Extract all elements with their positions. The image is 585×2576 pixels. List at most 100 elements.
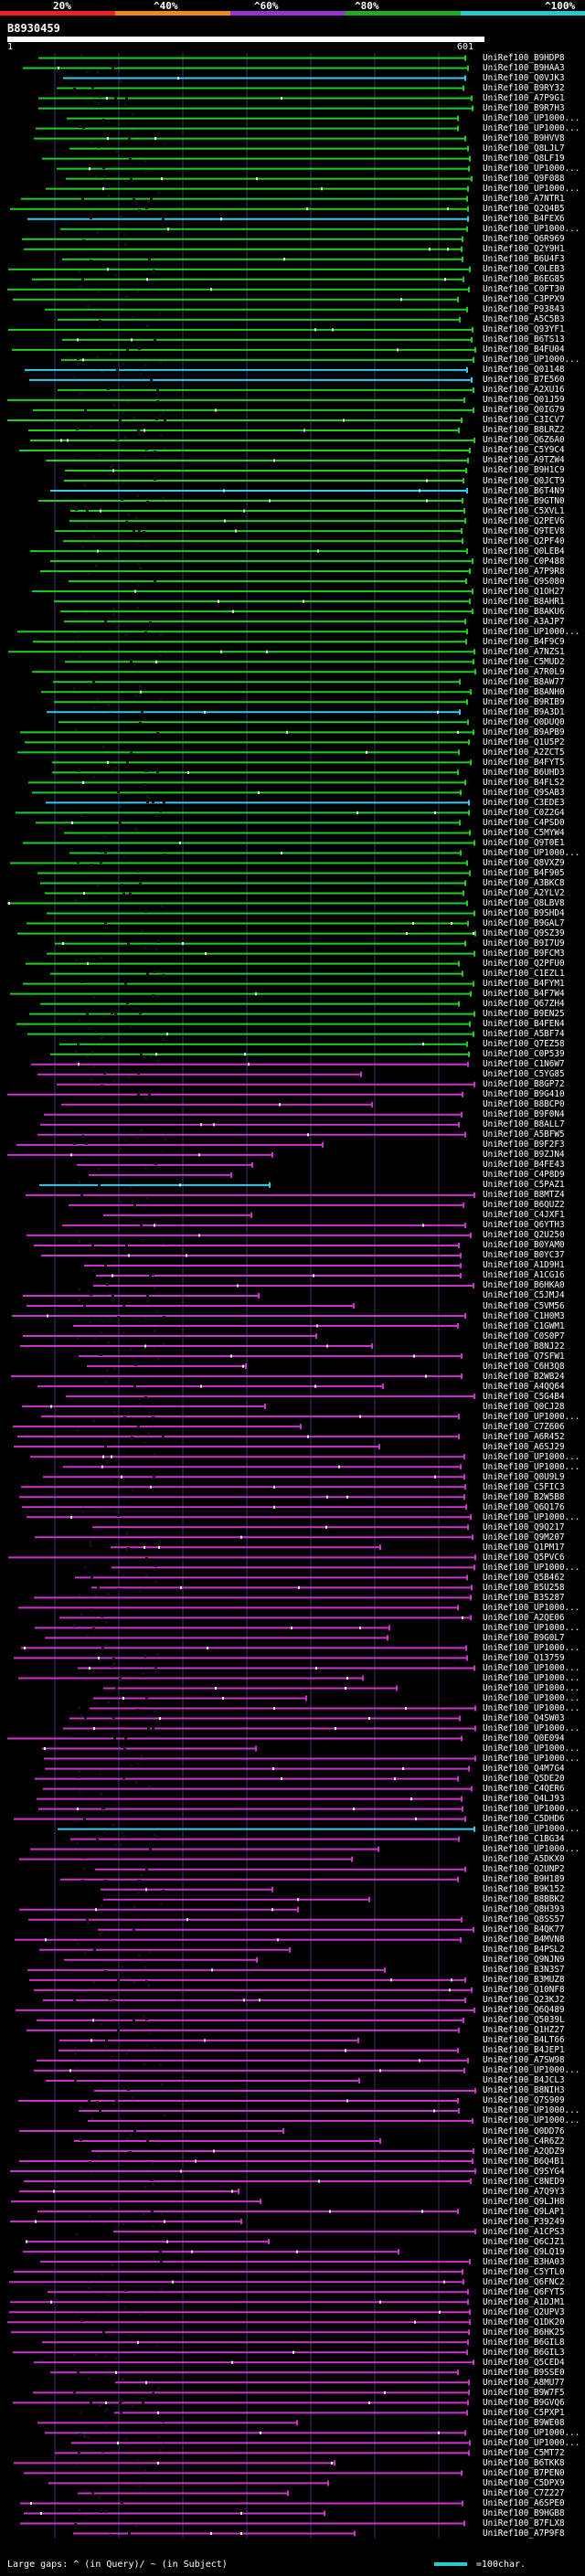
hit-label[interactable]: UniRef100_Q6FNC2 — [483, 2276, 565, 2287]
hit-label[interactable]: UniRef100_UP1000... — [483, 1824, 580, 1835]
hit-label[interactable]: UniRef100_A6R452 — [483, 1431, 565, 1442]
hit-label[interactable]: UniRef100_Q0IG79 — [483, 405, 565, 416]
hit-label[interactable]: UniRef100_B9H1C9 — [483, 465, 565, 476]
hit-label[interactable]: UniRef100_Q8LJL7 — [483, 143, 565, 154]
hit-label[interactable]: UniRef100_Q1U5P2 — [483, 737, 565, 747]
hit-label[interactable]: UniRef100_B6QUZ2 — [483, 1200, 565, 1211]
hit-label[interactable]: UniRef100_Q5PVC6 — [483, 1552, 565, 1563]
hit-label[interactable]: UniRef100_Q9M207 — [483, 1532, 565, 1542]
hit-label[interactable]: UniRef100_C4PSD0 — [483, 817, 565, 828]
hit-label[interactable]: UniRef100_Q7SFW1 — [483, 1351, 565, 1362]
hit-label[interactable]: UniRef100_B9GAL7 — [483, 918, 565, 929]
hit-label[interactable]: UniRef100_Q2PF40 — [483, 535, 565, 546]
hit-label[interactable]: UniRef100_B2WB24 — [483, 1371, 565, 1382]
hit-label[interactable]: UniRef100_C8NED9 — [483, 2176, 565, 2187]
hit-label[interactable]: UniRef100_UP1000... — [483, 1702, 580, 1713]
hit-label[interactable]: UniRef100_B4FEX6 — [483, 214, 565, 225]
hit-label[interactable]: UniRef100_UP1000... — [483, 1672, 580, 1683]
hit-label[interactable]: UniRef100_B6GIL3 — [483, 2347, 565, 2358]
hit-label[interactable]: UniRef100_UP1000... — [483, 1451, 580, 1462]
hit-label[interactable]: UniRef100_B7E560 — [483, 375, 565, 386]
hit-label[interactable]: UniRef100_UP1000... — [483, 1642, 580, 1653]
hit-label[interactable]: UniRef100_Q6Z6A0 — [483, 435, 565, 446]
hit-label[interactable]: UniRef100_B9RY32 — [483, 83, 565, 94]
hit-label[interactable]: UniRef100_C5MYW4 — [483, 827, 565, 838]
hit-label[interactable]: UniRef100_Q9TEV8 — [483, 525, 565, 536]
hit-label[interactable]: UniRef100_B9HAA3 — [483, 63, 565, 73]
hit-label[interactable]: UniRef100_UP1000... — [483, 2065, 580, 2076]
hit-label[interactable]: UniRef100_B8GP72 — [483, 1079, 565, 1090]
hit-label[interactable]: UniRef100_C5DPX9 — [483, 2477, 565, 2488]
hit-label[interactable]: UniRef100_C4QER6 — [483, 1784, 565, 1795]
hit-label[interactable]: UniRef100_C5PXP1 — [483, 2407, 565, 2418]
hit-label[interactable]: UniRef100_Q0VJK3 — [483, 73, 565, 84]
hit-label[interactable]: UniRef100_C6H3Q8 — [483, 1361, 565, 1372]
hit-label[interactable]: UniRef100_A5C5B3 — [483, 314, 565, 325]
hit-label[interactable]: UniRef100_C1BG34 — [483, 1834, 565, 1845]
hit-label[interactable]: UniRef100_Q4LJ93 — [483, 1794, 565, 1805]
hit-label[interactable]: UniRef100_B8ALL7 — [483, 1119, 565, 1130]
hit-label[interactable]: UniRef100_Q6YTH3 — [483, 1220, 565, 1231]
hit-label[interactable]: UniRef100_Q7EZ58 — [483, 1039, 565, 1050]
hit-label[interactable]: UniRef100_UP1000... — [483, 1562, 580, 1573]
hit-label[interactable]: UniRef100_B9HGB8 — [483, 2507, 565, 2518]
hit-label[interactable]: UniRef100_UP1000... — [483, 123, 580, 134]
hit-label[interactable]: UniRef100_Q9SZ39 — [483, 928, 565, 939]
hit-label[interactable]: UniRef100_C7Z227 — [483, 2487, 565, 2498]
hit-label[interactable]: UniRef100_B9G410 — [483, 1089, 565, 1100]
hit-label[interactable]: UniRef100_B8BCP0 — [483, 1099, 565, 1110]
hit-label[interactable]: UniRef100_B6TS13 — [483, 334, 565, 345]
hit-label[interactable]: UniRef100_C4JXF1 — [483, 1210, 565, 1221]
hit-label[interactable]: UniRef100_Q1PM17 — [483, 1542, 565, 1553]
hit-label[interactable]: UniRef100_B7PEN0 — [483, 2467, 565, 2478]
hit-label[interactable]: UniRef100_A3AJP7 — [483, 616, 565, 627]
hit-label[interactable]: UniRef100_C5YG85 — [483, 1069, 565, 1080]
hit-label[interactable]: UniRef100_Q9F088 — [483, 174, 565, 185]
hit-label[interactable]: UniRef100_C0S0P7 — [483, 1330, 565, 1341]
hit-label[interactable]: UniRef100_Q0JCT9 — [483, 475, 565, 486]
hit-label[interactable]: UniRef100_C7Z606 — [483, 1421, 565, 1432]
hit-label[interactable]: UniRef100_C5VM56 — [483, 1300, 565, 1311]
hit-label[interactable]: UniRef100_A7R0L9 — [483, 666, 565, 677]
hit-label[interactable]: UniRef100_B4FYT5 — [483, 757, 565, 768]
hit-label[interactable]: UniRef100_C5MUD2 — [483, 656, 565, 667]
hit-label[interactable]: UniRef100_UP1000... — [483, 1804, 580, 1815]
hit-label[interactable]: UniRef100_B9HVV8 — [483, 133, 565, 144]
hit-label[interactable]: UniRef100_Q2Q4B5 — [483, 204, 565, 215]
hit-label[interactable]: UniRef100_B9ZJN4 — [483, 1150, 565, 1161]
hit-label[interactable]: UniRef100_B0YAM0 — [483, 1240, 565, 1251]
hit-label[interactable]: UniRef100_C5Y9C4 — [483, 445, 565, 456]
hit-label[interactable]: UniRef100_B9RIB9 — [483, 696, 565, 707]
hit-label[interactable]: UniRef100_C1EZL1 — [483, 969, 565, 980]
hit-label[interactable]: UniRef100_B9W7F5 — [483, 2387, 565, 2398]
hit-label[interactable]: UniRef100_B8NJ22 — [483, 1341, 565, 1352]
hit-label[interactable]: UniRef100_B9I7U9 — [483, 938, 565, 949]
hit-label[interactable]: UniRef100_A2QE06 — [483, 1612, 565, 1623]
hit-label[interactable]: UniRef100_C5DHD6 — [483, 1814, 565, 1825]
hit-label[interactable]: UniRef100_B6UHD3 — [483, 767, 565, 778]
hit-label[interactable]: UniRef100_B7FLX8 — [483, 2518, 565, 2528]
hit-label[interactable]: UniRef100_UP1000... — [483, 184, 580, 195]
hit-label[interactable]: UniRef100_B9GTN0 — [483, 495, 565, 506]
hit-label[interactable]: UniRef100_C1H0M3 — [483, 1310, 565, 1321]
hit-label[interactable]: UniRef100_B4F7W4 — [483, 989, 565, 1000]
hit-label[interactable]: UniRef100_B4QK77 — [483, 1924, 565, 1935]
hit-label[interactable]: UniRef100_B3HA03 — [483, 2256, 565, 2267]
hit-label[interactable]: UniRef100_C3PPX9 — [483, 294, 565, 305]
hit-label[interactable]: UniRef100_Q9LQ19 — [483, 2246, 565, 2257]
hit-label[interactable]: UniRef100_B8ANH0 — [483, 686, 565, 697]
hit-label[interactable]: UniRef100_B6GIL8 — [483, 2337, 565, 2348]
hit-label[interactable]: UniRef100_A1DJM1 — [483, 2296, 565, 2307]
hit-label[interactable]: UniRef100_A2YLV2 — [483, 888, 565, 898]
hit-label[interactable]: UniRef100_B9R7H3 — [483, 103, 565, 114]
hit-label[interactable]: UniRef100_B8AW77 — [483, 676, 565, 687]
hit-label[interactable]: UniRef100_B9SHD4 — [483, 908, 565, 919]
hit-label[interactable]: UniRef100_B0YC37 — [483, 1250, 565, 1261]
hit-label[interactable]: UniRef100_A6SPE0 — [483, 2497, 565, 2508]
hit-label[interactable]: UniRef100_B4JEP1 — [483, 2045, 565, 2056]
hit-label[interactable]: UniRef100_B3N3S7 — [483, 1965, 565, 1976]
hit-label[interactable]: UniRef100_A7NTR1 — [483, 194, 565, 205]
hit-label[interactable]: UniRef100_Q5039L — [483, 2015, 565, 2026]
hit-label[interactable]: UniRef100_A2QDZ9 — [483, 2146, 565, 2157]
hit-label[interactable]: UniRef100_UP1000... — [483, 1723, 580, 1734]
